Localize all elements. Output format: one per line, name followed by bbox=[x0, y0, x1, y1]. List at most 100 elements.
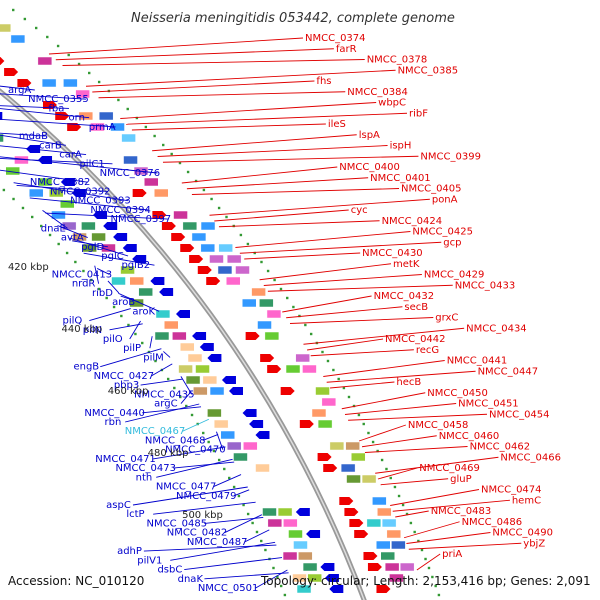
outer-feature-block bbox=[346, 474, 361, 484]
left-leader-line bbox=[142, 406, 202, 414]
outer-feature-block bbox=[10, 34, 26, 44]
outer-tick-dot bbox=[362, 422, 365, 426]
right-leader-line bbox=[126, 112, 408, 125]
left-gene-label: pilN bbox=[83, 325, 102, 336]
forward-strand-arrow bbox=[152, 211, 167, 219]
left-leader-line bbox=[129, 320, 141, 340]
right-gene-label: gluP bbox=[450, 474, 472, 485]
outer-feature-block bbox=[399, 562, 415, 572]
outer-tick-dot bbox=[279, 287, 283, 291]
left-leader-line bbox=[152, 446, 226, 460]
outer-tick-dot bbox=[273, 278, 276, 282]
left-leader-line bbox=[153, 501, 256, 515]
forward-strand-arrow bbox=[363, 552, 378, 560]
outer-feature-block bbox=[154, 188, 169, 198]
forward-strand-arrow bbox=[171, 233, 186, 241]
right-gene-label: NMCC_0429 bbox=[424, 270, 485, 281]
left-leader-line bbox=[151, 363, 173, 377]
forward-strand-arrow bbox=[189, 255, 204, 263]
left-gene-label: aroK bbox=[132, 306, 155, 317]
left-leader-line bbox=[0, 158, 113, 165]
left-leader-line bbox=[224, 514, 263, 534]
right-gene-label: gcp bbox=[443, 237, 461, 248]
outer-tick-dot bbox=[67, 53, 70, 57]
left-gene-label: fba bbox=[48, 103, 64, 114]
left-gene-label: pglD bbox=[81, 242, 104, 253]
left-gene-label: NMCC_0427 bbox=[94, 371, 155, 382]
right-gene-label: NMCC_0451 bbox=[458, 399, 519, 410]
reverse-strand-arrow bbox=[255, 431, 270, 439]
outer-feature-block bbox=[372, 496, 387, 506]
outer-tick-dot bbox=[239, 233, 243, 237]
left-gene-label: NMCC_0473 bbox=[115, 463, 176, 474]
right-gene-label: NMCC_0450 bbox=[427, 388, 488, 399]
left-gene-label: NMCC_0392 bbox=[50, 186, 111, 197]
right-leader-line bbox=[403, 521, 460, 539]
right-leader-line bbox=[307, 338, 384, 351]
left-gene-label: lctP bbox=[126, 509, 144, 520]
left-gene-label: pglB2 bbox=[121, 260, 150, 271]
inner-feature-block bbox=[307, 573, 322, 583]
left-gene-label: NMCC_0355 bbox=[28, 94, 89, 105]
inner-feature-block bbox=[220, 430, 236, 440]
inner-tick-dot bbox=[212, 449, 216, 453]
left-leader-line bbox=[13, 182, 129, 202]
right-leader-line bbox=[92, 80, 315, 93]
outer-feature-block bbox=[302, 364, 317, 374]
right-leader-line bbox=[259, 263, 392, 281]
right-leader-line bbox=[392, 499, 510, 512]
forward-strand-arrow bbox=[180, 244, 195, 252]
left-gene-label: aspC bbox=[106, 500, 131, 511]
forward-strand-arrow bbox=[267, 365, 282, 373]
outer-feature-block bbox=[241, 298, 257, 308]
outer-feature-block bbox=[182, 221, 198, 231]
right-leader-line bbox=[303, 327, 465, 345]
inner-tick-dot bbox=[217, 458, 221, 462]
inner-feature-block bbox=[233, 452, 248, 462]
left-leader-line bbox=[0, 118, 116, 128]
inner-tick-dot bbox=[105, 296, 108, 300]
outer-tick-dot bbox=[186, 170, 190, 174]
right-gene-label: priA bbox=[442, 549, 462, 560]
right-leader-line bbox=[267, 284, 453, 292]
left-gene-label: mdaB bbox=[19, 131, 48, 142]
outer-feature-block bbox=[191, 232, 207, 242]
reverse-strand-arrow bbox=[295, 508, 310, 516]
left-gene-label: argA bbox=[8, 85, 31, 96]
reverse-strand-arrow bbox=[207, 354, 222, 362]
inner-feature-block bbox=[282, 551, 298, 561]
outer-tick-dot bbox=[405, 512, 409, 516]
inner-feature-block bbox=[111, 276, 126, 286]
left-leader-line bbox=[170, 541, 276, 561]
left-gene-label: NMCC_0482 bbox=[167, 528, 228, 539]
outer-feature-block bbox=[63, 78, 78, 88]
outer-tick-dot bbox=[225, 215, 228, 219]
outer-feature-block bbox=[235, 265, 250, 275]
inner-feature-block bbox=[187, 353, 203, 363]
outer-tick-dot bbox=[409, 521, 413, 525]
feature-layer bbox=[0, 23, 415, 594]
outer-feature-block bbox=[315, 386, 330, 396]
right-gene-label: NMCC_0469 bbox=[419, 463, 480, 474]
left-gene-label: NMCC_0479 bbox=[176, 491, 237, 502]
outer-feature-block bbox=[200, 221, 216, 231]
inner-tick-dot bbox=[185, 404, 188, 408]
outer-feature-block bbox=[209, 254, 224, 264]
outer-tick-dot bbox=[342, 386, 346, 390]
inner-feature-block bbox=[129, 276, 144, 286]
outer-feature-block bbox=[264, 331, 280, 341]
reverse-strand-arrow bbox=[122, 244, 137, 252]
outer-feature-block bbox=[259, 298, 274, 308]
inner-feature-block bbox=[51, 210, 66, 220]
inner-feature-block bbox=[120, 265, 135, 275]
left-gene-label: NMCC_0440 bbox=[84, 408, 145, 419]
outer-tick-dot bbox=[253, 251, 256, 255]
left-gene-label: nth bbox=[136, 472, 153, 483]
inner-tick-dot bbox=[272, 566, 275, 570]
inner-tick-dot bbox=[40, 224, 43, 228]
inner-tick-dot bbox=[57, 242, 60, 246]
left-leader-line bbox=[0, 145, 87, 156]
inner-tick-dot bbox=[30, 215, 34, 219]
outer-tick-dot bbox=[34, 26, 38, 30]
left-leader-line bbox=[69, 237, 129, 257]
